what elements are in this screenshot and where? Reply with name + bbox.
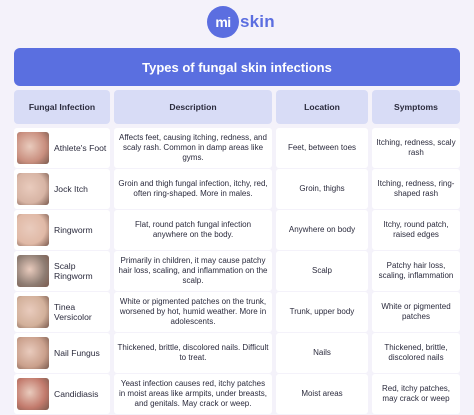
location-cell: Feet, between toes — [276, 128, 368, 168]
infection-photo — [17, 132, 49, 164]
symptoms-cell: Thickened, brittle, discolored nails — [372, 333, 460, 373]
infection-cell: Scalp Ringworm — [14, 251, 110, 291]
description-cell: Primarily in children, it may cause patc… — [114, 251, 272, 291]
infection-cell: Tinea Versicolor — [14, 292, 110, 332]
infection-photo — [17, 214, 49, 246]
infection-cell: Ringworm — [14, 210, 110, 250]
header-location: Location — [276, 90, 368, 124]
location-cell: Anywhere on body — [276, 210, 368, 250]
table-title: Types of fungal skin infections — [14, 48, 460, 86]
table-row: Tinea Versicolor White or pigmented patc… — [14, 292, 460, 332]
description-cell: Thickened, brittle, discolored nails. Di… — [114, 333, 272, 373]
infection-name: Tinea Versicolor — [54, 302, 92, 322]
location-cell: Scalp — [276, 251, 368, 291]
table-row: Scalp Ringworm Primarily in children, it… — [14, 251, 460, 291]
location-cell: Trunk, upper body — [276, 292, 368, 332]
infection-cell: Athlete's Foot — [14, 128, 110, 168]
symptoms-cell: Itching, redness, scaly rash — [372, 128, 460, 168]
header-symptoms: Symptoms — [372, 90, 460, 124]
location-cell: Moist areas — [276, 374, 368, 414]
logo-mark: mi — [207, 6, 239, 38]
symptoms-cell: Itching, redness, ring-shaped rash — [372, 169, 460, 209]
infection-cell: Nail Fungus — [14, 333, 110, 373]
header-description: Description — [114, 90, 272, 124]
description-cell: Flat, round patch fungal infection anywh… — [114, 210, 272, 250]
infection-name: Athlete's Foot — [54, 143, 107, 153]
symptoms-cell: Itchy, round patch, raised edges — [372, 210, 460, 250]
infection-name: Candidiasis — [54, 389, 99, 399]
table-row: Nail Fungus Thickened, brittle, discolor… — [14, 333, 460, 373]
infection-photo — [17, 296, 49, 328]
infection-name: Scalp Ringworm — [54, 261, 93, 281]
description-cell: Yeast infection causes red, itchy patche… — [114, 374, 272, 414]
miskin-logo: mi skin — [207, 6, 275, 38]
symptoms-cell: White or pigmented patches — [372, 292, 460, 332]
table-body: Athlete's Foot Affects feet, causing itc… — [14, 128, 460, 415]
symptoms-cell: Red, itchy patches, may crack or weep — [372, 374, 460, 414]
table-row: Jock Itch Groin and thigh fungal infecti… — [14, 169, 460, 209]
table-row: Ringworm Flat, round patch fungal infect… — [14, 210, 460, 250]
infection-name: Jock Itch — [54, 184, 88, 194]
infection-cell: Candidiasis — [14, 374, 110, 414]
infection-photo — [17, 378, 49, 410]
table-row: Candidiasis Yeast infection causes red, … — [14, 374, 460, 414]
header-fungal-infection: Fungal Infection — [14, 90, 110, 124]
infection-photo — [17, 337, 49, 369]
infection-photo — [17, 173, 49, 205]
location-cell: Nails — [276, 333, 368, 373]
infection-name: Nail Fungus — [54, 348, 100, 358]
symptoms-cell: Patchy hair loss, scaling, inflammation — [372, 251, 460, 291]
infection-photo — [17, 255, 49, 287]
table-row: Athlete's Foot Affects feet, causing itc… — [14, 128, 460, 168]
description-cell: White or pigmented patches on the trunk,… — [114, 292, 272, 332]
logo-text: skin — [240, 12, 275, 31]
table-header: Fungal Infection Description Location Sy… — [14, 90, 460, 124]
infection-cell: Jock Itch — [14, 169, 110, 209]
infection-name: Ringworm — [54, 225, 93, 235]
description-cell: Groin and thigh fungal infection, itchy,… — [114, 169, 272, 209]
description-cell: Affects feet, causing itching, redness, … — [114, 128, 272, 168]
location-cell: Groin, thighs — [276, 169, 368, 209]
